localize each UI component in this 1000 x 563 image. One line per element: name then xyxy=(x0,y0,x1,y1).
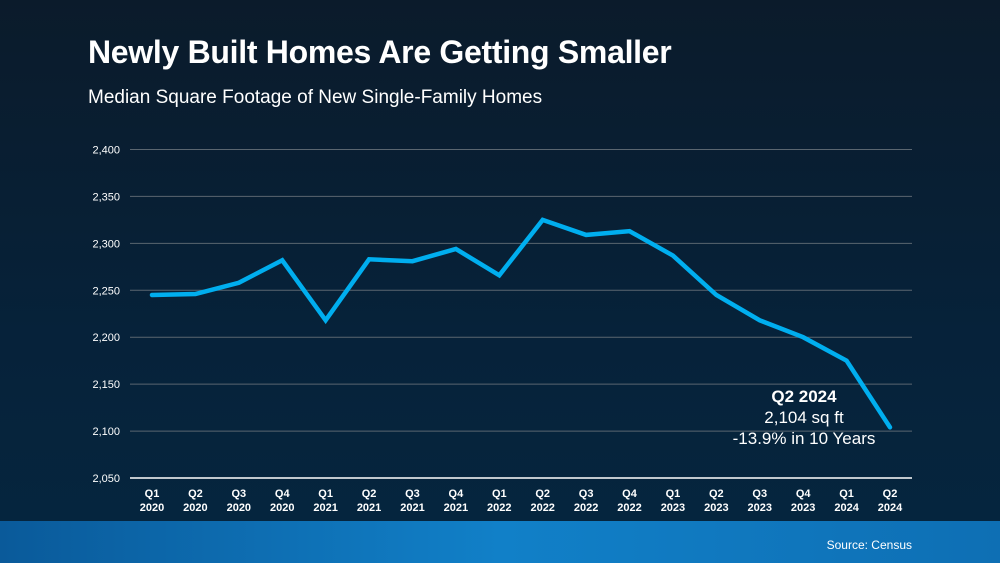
y-tick-label: 2,150 xyxy=(92,379,120,391)
x-tick-label: Q2 2020 xyxy=(183,488,207,514)
source-label: Source: Census xyxy=(826,538,912,552)
x-tick-label: Q1 2024 xyxy=(834,488,859,514)
chart-title: Newly Built Homes Are Getting Smaller xyxy=(88,34,672,70)
y-tick-label: 2,200 xyxy=(92,332,120,344)
x-tick-label: Q2 2021 xyxy=(357,488,381,514)
x-tick-label: Q3 2022 xyxy=(574,488,598,514)
x-tick-label: Q3 2023 xyxy=(748,488,772,514)
x-tick-label: Q2 2022 xyxy=(530,488,554,514)
y-tick-label: 2,300 xyxy=(92,238,120,250)
y-tick-label: 2,250 xyxy=(92,285,120,297)
annotation-value: 2,104 sq ft xyxy=(764,408,844,427)
x-tick-label: Q1 2023 xyxy=(661,488,685,514)
x-tick-label: Q2 2024 xyxy=(878,488,903,514)
y-tick-label: 2,350 xyxy=(92,191,120,203)
x-tick-label: Q1 2022 xyxy=(487,488,511,514)
x-tick-label: Q4 2021 xyxy=(444,488,468,514)
chart-subtitle: Median Square Footage of New Single-Fami… xyxy=(88,87,543,108)
x-tick-label: Q4 2022 xyxy=(617,488,641,514)
series-line xyxy=(149,217,893,430)
x-tick-label: Q1 2020 xyxy=(140,488,164,514)
x-tick-label: Q4 2020 xyxy=(270,488,294,514)
y-tick-label: 2,100 xyxy=(92,426,120,438)
x-tick-label: Q2 2023 xyxy=(704,488,728,514)
x-tick-label: Q4 2023 xyxy=(791,488,815,514)
y-tick-label: 2,050 xyxy=(92,473,120,485)
footer-bar xyxy=(0,521,1000,563)
annotation-change: -13.9% in 10 Years xyxy=(733,429,876,448)
x-tick-label: Q3 2020 xyxy=(227,488,251,514)
y-tick-label: 2,400 xyxy=(92,145,120,157)
x-tick-label: Q3 2021 xyxy=(400,488,424,514)
annotation-title: Q2 2024 xyxy=(771,387,837,406)
x-tick-label: Q1 2021 xyxy=(313,488,337,514)
